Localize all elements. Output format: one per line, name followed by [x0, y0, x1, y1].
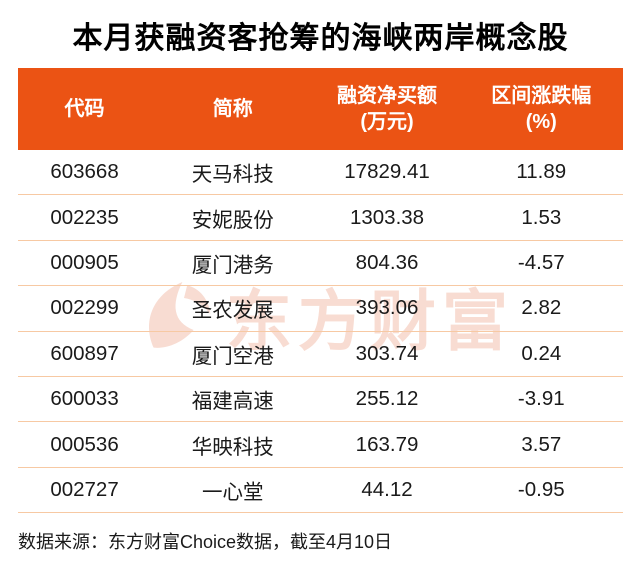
stock-name-cell: 安妮股份	[191, 208, 274, 232]
page-title: 本月获融资客抢筹的海峡两岸概念股	[72, 22, 569, 55]
net-buy-cell: 17829.41	[344, 160, 430, 184]
data-source-note: 数据来源：东方财富Choice数据，截至4月10日	[18, 532, 393, 552]
table-body: 603668 天马科技 17829.41 11.89 002235 安妮股份 1…	[18, 150, 623, 514]
table-row: 600033 福建高速 255.12 -3.91	[18, 377, 623, 423]
table-row: 000536 华映科技 163.79 3.57	[18, 422, 623, 468]
change-cell: 0.24	[521, 341, 562, 365]
change-cell: 1.53	[521, 205, 562, 229]
net-buy-cell: 804.36	[355, 250, 419, 274]
change-cell: -3.91	[517, 387, 565, 411]
net-buy-cell: 255.12	[355, 387, 419, 411]
table-row: 000905 厦门港务 804.36 -4.57	[18, 241, 623, 287]
table-header-row: 代码 简称 融资净买额 (万元) 区间涨跌幅 (%)	[18, 68, 623, 150]
stock-table: 代码 简称 融资净买额 (万元) 区间涨跌幅 (%) 603668 天马科技 1…	[18, 68, 623, 514]
net-buy-cell: 393.06	[355, 296, 419, 320]
net-buy-cell: 44.12	[361, 477, 413, 501]
stock-name-cell: 厦门空港	[191, 344, 274, 368]
net-buy-cell: 163.79	[355, 432, 419, 456]
column-header-net-buy: 融资净买额 (万元)	[337, 85, 438, 133]
stock-code-cell: 000905	[50, 250, 119, 274]
stock-name-cell: 天马科技	[191, 163, 274, 187]
table-row: 002235 安妮股份 1303.38 1.53	[18, 195, 623, 241]
change-cell: -0.95	[517, 477, 565, 501]
stock-code-cell: 002299	[50, 296, 119, 320]
stock-name-cell: 圣农发展	[191, 299, 274, 323]
net-buy-cell: 1303.38	[349, 205, 425, 229]
column-header-change: 区间涨跌幅 (%)	[491, 85, 592, 133]
change-cell: 2.82	[521, 296, 562, 320]
change-cell: -4.57	[517, 250, 565, 274]
change-cell: 11.89	[516, 160, 567, 184]
table-row: 002299 圣农发展 393.06 2.82	[18, 286, 623, 332]
stock-name-cell: 厦门港务	[191, 253, 274, 277]
stock-code-cell: 002235	[50, 205, 119, 229]
table-row: 002727 一心堂 44.12 -0.95	[18, 468, 623, 514]
stock-code-cell: 000536	[50, 432, 119, 456]
column-header-code: 代码	[64, 98, 105, 120]
stock-code-cell: 600897	[50, 341, 119, 365]
stock-name-cell: 一心堂	[202, 480, 264, 504]
stock-code-cell: 600033	[50, 387, 119, 411]
table-row: 600897 厦门空港 303.74 0.24	[18, 332, 623, 377]
stock-name-cell: 福建高速	[191, 390, 274, 414]
net-buy-cell: 303.74	[355, 341, 419, 365]
table-row: 603668 天马科技 17829.41 11.89	[18, 150, 623, 196]
change-cell: 3.57	[521, 432, 562, 456]
stock-code-cell: 603668	[50, 160, 119, 184]
stock-code-cell: 002727	[50, 477, 119, 501]
column-header-name: 简称	[212, 98, 253, 120]
stock-name-cell: 华映科技	[191, 435, 274, 459]
